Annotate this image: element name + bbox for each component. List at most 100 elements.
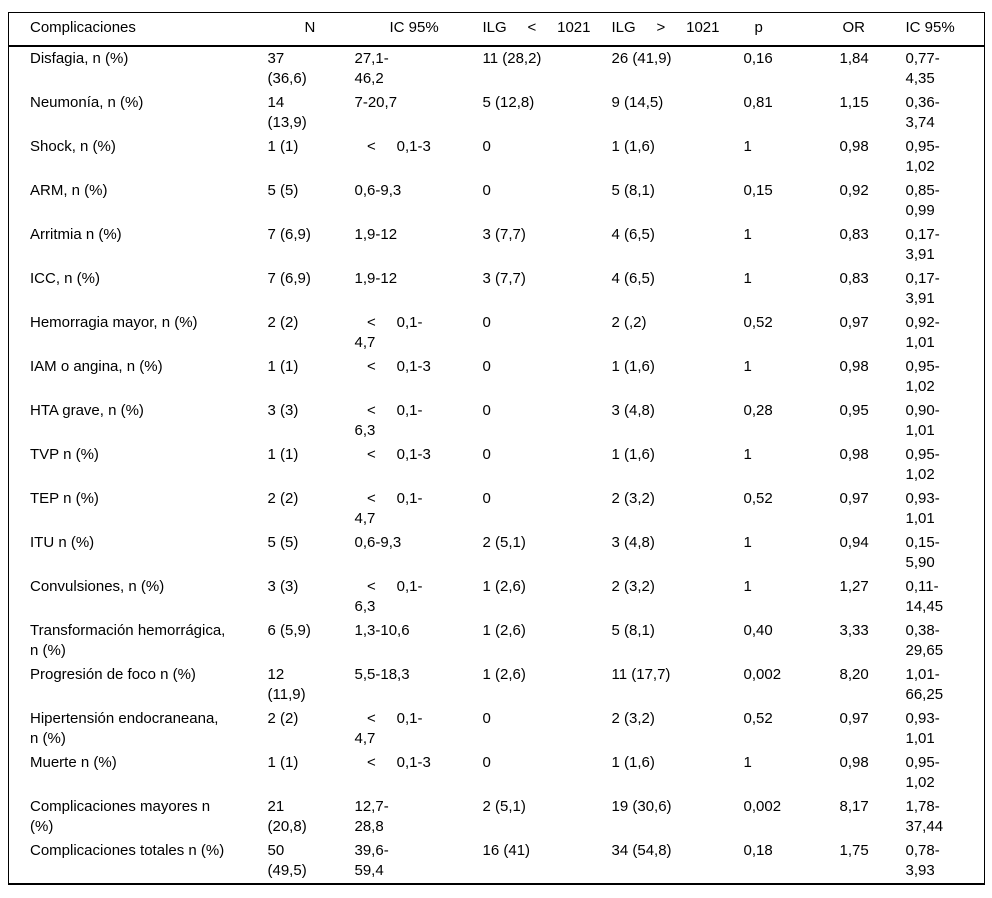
cell-ic95-or: 0,17- 3,91 xyxy=(905,226,940,263)
cell-p: 0,52 xyxy=(743,490,773,507)
cell-complicaciones: Neumonía, n (%) xyxy=(30,94,144,111)
table-row: Complicaciones mayores n (%) 21 (20,8) 12,… xyxy=(9,795,985,839)
cell-n: 7 (6,9) xyxy=(267,270,311,287)
cell-p: 1 xyxy=(743,534,752,551)
cell-ilg-mayor-1021: 9 (14,5) xyxy=(611,94,664,111)
table-row: Convulsiones, n (%) 3 (3) < 0,1- 6,3 1 (2,… xyxy=(9,575,985,619)
cell-ic95: < 0,1- 4,7 xyxy=(354,314,423,351)
cell-ic95: < 0,1- 4,7 xyxy=(354,710,423,747)
col-header-ilg-menor-1021: ILG < 1021 xyxy=(482,12,612,47)
cell-p: 0,40 xyxy=(743,622,773,639)
cell-or: 0,95 xyxy=(839,402,869,419)
cell-n: 3 (3) xyxy=(267,402,299,419)
cell-p: 1 xyxy=(743,270,752,287)
cell-ilg-mayor-1021: 2 (3,2) xyxy=(611,710,655,727)
cell-ilg-menor-1021: 0 xyxy=(482,182,491,199)
cell-complicaciones: ITU n (%) xyxy=(30,534,95,551)
table-row: Hemorragia mayor, n (%) 2 (2) < 0,1- 4,7 0… xyxy=(9,311,985,355)
table-row: Muerte n (%) 1 (1) < 0,1-3 0 1 (1,6) 1 0,98 0,… xyxy=(9,751,985,795)
cell-ic95: < 0,1-3 xyxy=(354,446,431,463)
cell-n: 5 (5) xyxy=(267,534,299,551)
table-row: ITU n (%) 5 (5) 0,6-9,3 2 (5,1) 3 (4,8) 1 0,94… xyxy=(9,531,985,575)
cell-complicaciones: Shock, n (%) xyxy=(30,138,116,155)
cell-ilg-mayor-1021: 3 (4,8) xyxy=(611,534,655,551)
col-header-p: p xyxy=(743,12,840,47)
cell-p: 0,18 xyxy=(743,842,773,859)
col-header-complicaciones: Complicaciones xyxy=(8,12,268,47)
cell-p: 0,15 xyxy=(743,182,773,199)
cell-p: 0,52 xyxy=(743,314,773,331)
col-header-ic95-or: IC 95% xyxy=(905,12,985,47)
cell-complicaciones: HTA grave, n (%) xyxy=(30,402,144,419)
cell-ic95-or: 0,15- 5,90 xyxy=(905,534,940,571)
cell-complicaciones: TVP n (%) xyxy=(30,446,99,463)
cell-n: 1 (1) xyxy=(267,754,299,771)
cell-ilg-mayor-1021: 1 (1,6) xyxy=(611,754,655,771)
cell-or: 1,27 xyxy=(839,578,869,595)
table-header: Complicaciones N IC 95% ILG < 1021 ILG >… xyxy=(8,12,985,47)
cell-ic95-or: 0,77- 4,35 xyxy=(905,50,940,87)
cell-ic95-or: 0,90- 1,01 xyxy=(905,402,940,439)
cell-ilg-mayor-1021: 5 (8,1) xyxy=(611,622,655,639)
complications-table: Complicaciones N IC 95% ILG < 1021 ILG >… xyxy=(8,12,985,885)
cell-p: 0,52 xyxy=(743,710,773,727)
cell-ilg-menor-1021: 1 (2,6) xyxy=(482,578,526,595)
cell-complicaciones: Disfagia, n (%) xyxy=(30,50,129,67)
cell-ilg-menor-1021: 0 xyxy=(482,314,491,331)
table-row: Shock, n (%) 1 (1) < 0,1-3 0 1 (1,6) 1 0,98 0,… xyxy=(9,135,985,179)
cell-or: 0,98 xyxy=(839,754,869,771)
cell-p: 0,81 xyxy=(743,94,773,111)
cell-ic95: < 0,1- 6,3 xyxy=(354,402,423,439)
cell-complicaciones: Convulsiones, n (%) xyxy=(30,578,165,595)
cell-ic95: 1,9-12 xyxy=(354,270,398,287)
cell-n: 2 (2) xyxy=(267,490,299,507)
cell-ic95-or: 1,78- 37,44 xyxy=(905,798,944,835)
cell-p: 1 xyxy=(743,138,752,155)
cell-complicaciones: ARM, n (%) xyxy=(30,182,108,199)
cell-n: 12 (11,9) xyxy=(267,666,306,703)
cell-ic95: 12,7- 28,8 xyxy=(354,798,389,835)
cell-ic95-or: 0,93- 1,01 xyxy=(905,490,940,527)
cell-ilg-menor-1021: 1 (2,6) xyxy=(482,622,526,639)
cell-ilg-menor-1021: 0 xyxy=(482,358,491,375)
cell-n: 2 (2) xyxy=(267,710,299,727)
cell-ic95: < 0,1-3 xyxy=(354,754,431,771)
col-header-n: N xyxy=(267,12,355,47)
table-row: TVP n (%) 1 (1) < 0,1-3 0 1 (1,6) 1 0,98 0,95-… xyxy=(9,443,985,487)
cell-ic95-or: 0,17- 3,91 xyxy=(905,270,940,307)
table-row: ICC, n (%) 7 (6,9) 1,9-12 3 (7,7) 4 (6,5) 1 0,… xyxy=(9,267,985,311)
cell-or: 8,20 xyxy=(839,666,869,683)
cell-or: 1,15 xyxy=(839,94,869,111)
cell-ilg-mayor-1021: 1 (1,6) xyxy=(611,138,655,155)
cell-ilg-menor-1021: 0 xyxy=(482,490,491,507)
cell-complicaciones: Muerte n (%) xyxy=(30,754,117,771)
cell-ic95: 5,5-18,3 xyxy=(354,666,410,683)
cell-ic95: 0,6-9,3 xyxy=(354,534,402,551)
cell-ic95: 27,1- 46,2 xyxy=(354,50,389,87)
cell-p: 0,28 xyxy=(743,402,773,419)
cell-n: 2 (2) xyxy=(267,314,299,331)
cell-p: 0,002 xyxy=(743,666,782,683)
cell-or: 3,33 xyxy=(839,622,869,639)
cell-ic95-or: 0,95- 1,02 xyxy=(905,358,940,395)
cell-ilg-menor-1021: 1 (2,6) xyxy=(482,666,526,683)
cell-ilg-menor-1021: 3 (7,7) xyxy=(482,226,526,243)
cell-ilg-menor-1021: 3 (7,7) xyxy=(482,270,526,287)
col-header-ilg-mayor-1021: ILG > 1021 xyxy=(611,12,744,47)
cell-n: 50 (49,5) xyxy=(267,842,307,879)
cell-complicaciones: Progresión de foco n (%) xyxy=(30,666,196,683)
cell-ic95-or: 0,95- 1,02 xyxy=(905,446,940,483)
cell-ilg-mayor-1021: 2 (3,2) xyxy=(611,490,655,507)
cell-ilg-mayor-1021: 2 (3,2) xyxy=(611,578,655,595)
cell-or: 0,97 xyxy=(839,314,869,331)
cell-or: 0,98 xyxy=(839,358,869,375)
cell-ilg-menor-1021: 0 xyxy=(482,754,491,771)
cell-ic95-or: 0,85- 0,99 xyxy=(905,182,940,219)
cell-p: 1 xyxy=(743,446,752,463)
cell-p: 1 xyxy=(743,754,752,771)
cell-complicaciones: Complicaciones mayores n (%) xyxy=(30,798,211,835)
cell-or: 0,94 xyxy=(839,534,869,551)
cell-ilg-mayor-1021: 1 (1,6) xyxy=(611,446,655,463)
table-row: Complicaciones totales n (%) 50 (49,5) 39,… xyxy=(9,839,985,884)
